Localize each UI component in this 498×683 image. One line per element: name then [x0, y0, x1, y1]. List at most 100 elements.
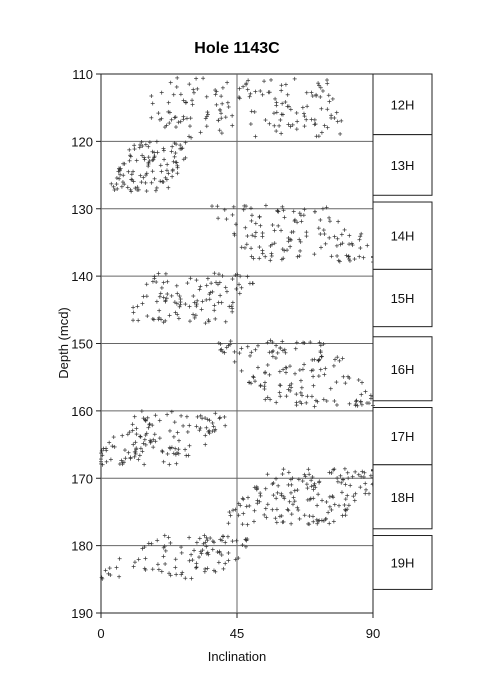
data-point [226, 343, 231, 348]
data-point [304, 400, 309, 405]
data-point [212, 308, 217, 313]
data-point [205, 550, 210, 555]
core-label: 15H [391, 291, 415, 306]
data-point [327, 470, 332, 475]
data-point [308, 496, 313, 501]
data-point [236, 501, 241, 506]
data-point [243, 537, 248, 542]
data-point [131, 442, 136, 447]
data-point [251, 519, 256, 524]
data-point [154, 185, 159, 190]
data-point [269, 253, 274, 258]
data-point [267, 350, 272, 355]
data-point [280, 204, 285, 209]
x-tick-label: 45 [230, 626, 244, 641]
data-point [129, 189, 134, 194]
data-point [118, 172, 123, 177]
data-point [168, 540, 173, 545]
data-point [152, 432, 157, 437]
data-point [150, 101, 155, 106]
data-point [249, 381, 254, 386]
data-point [150, 158, 155, 163]
data-point [342, 466, 347, 471]
data-point [335, 119, 340, 124]
data-point [241, 511, 246, 516]
data-point [224, 217, 229, 222]
data-point [227, 510, 232, 515]
data-point [248, 353, 253, 358]
data-point [228, 339, 233, 344]
data-point [146, 155, 151, 160]
data-point [248, 206, 253, 211]
data-point [136, 187, 141, 192]
data-point [223, 561, 228, 566]
data-point [142, 462, 147, 467]
data-point [136, 457, 141, 462]
data-point [277, 369, 282, 374]
data-point [268, 397, 273, 402]
data-point [203, 442, 208, 447]
data-point [116, 169, 121, 174]
data-point [215, 550, 220, 555]
data-point [153, 413, 158, 418]
data-point [341, 374, 346, 379]
data-point [166, 535, 171, 540]
data-point [197, 555, 202, 560]
data-point [230, 212, 235, 217]
data-point [127, 147, 132, 152]
data-point [214, 102, 219, 107]
data-point [309, 394, 314, 399]
data-point [208, 536, 213, 541]
data-point [111, 184, 116, 189]
data-point [131, 318, 136, 323]
data-point [132, 414, 137, 419]
data-point [253, 134, 258, 139]
data-point [191, 90, 196, 95]
data-point [173, 310, 178, 315]
data-point [286, 239, 291, 244]
data-point [139, 180, 144, 185]
data-point [114, 565, 119, 570]
data-point [274, 110, 279, 115]
data-point [193, 313, 198, 318]
data-point [318, 94, 323, 99]
data-point [166, 171, 171, 176]
data-point [298, 390, 303, 395]
data-point [233, 273, 238, 278]
data-point [149, 115, 154, 120]
data-point [297, 254, 302, 259]
data-point [302, 340, 307, 345]
data-point [351, 494, 356, 499]
data-point [132, 147, 137, 152]
data-point [262, 512, 267, 517]
data-point [223, 285, 228, 290]
data-point [263, 118, 268, 123]
data-point [158, 179, 163, 184]
data-point [289, 237, 294, 242]
data-point [278, 346, 283, 351]
data-point [195, 414, 200, 419]
y-tick-label: 130 [71, 202, 93, 217]
data-point [168, 573, 173, 578]
data-point [211, 424, 216, 429]
data-point [312, 117, 317, 122]
data-point [175, 171, 180, 176]
data-point [301, 213, 306, 218]
y-tick-label: 190 [71, 606, 93, 621]
data-point [244, 82, 249, 87]
data-point [142, 437, 147, 442]
data-point [334, 380, 339, 385]
data-point [123, 456, 128, 461]
data-point [203, 540, 208, 545]
data-point [311, 374, 316, 379]
data-point [145, 314, 150, 319]
data-point [157, 418, 162, 423]
data-point [295, 220, 300, 225]
data-point [286, 482, 291, 487]
data-point [235, 272, 240, 277]
data-point [204, 535, 209, 540]
data-point [305, 394, 310, 399]
data-point [304, 482, 309, 487]
data-point [253, 221, 258, 226]
data-point [300, 393, 305, 398]
